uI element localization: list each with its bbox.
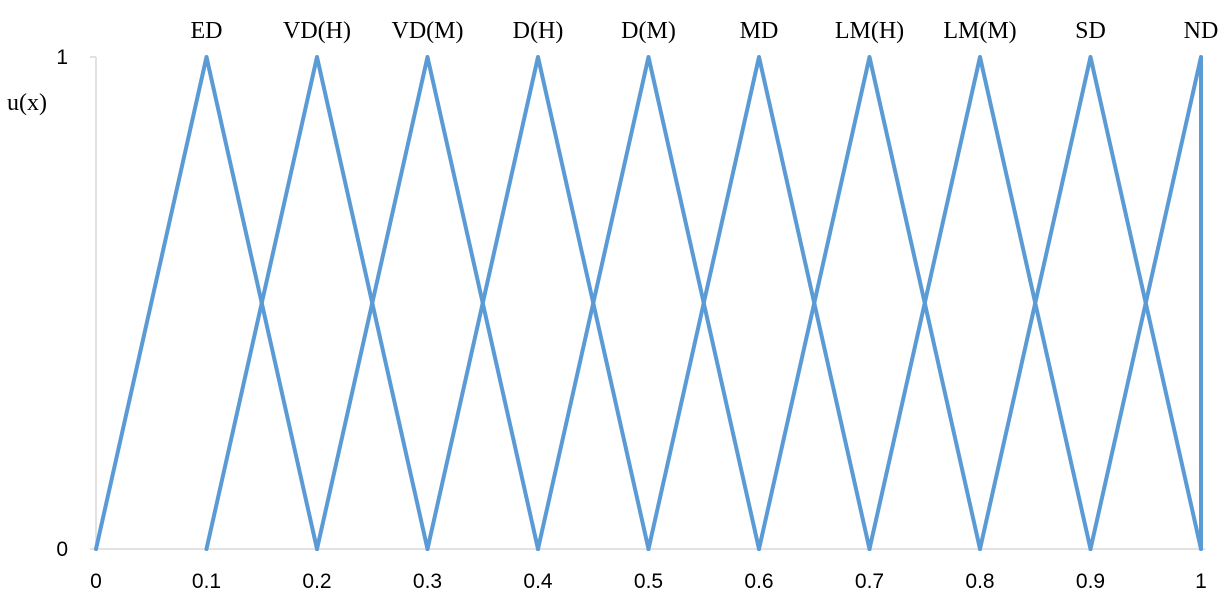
series-label: ND <box>1184 18 1219 44</box>
series-line <box>757 55 982 551</box>
x-tick-label: 0.8 <box>965 570 994 593</box>
x-tick-label: 0.7 <box>855 570 884 593</box>
x-tick-label: 0.4 <box>523 570 553 593</box>
series-line <box>867 55 1093 551</box>
series-line <box>1088 55 1203 551</box>
x-tick-label: 1 <box>1195 570 1207 593</box>
x-tick-label: 0.6 <box>744 570 773 593</box>
series-label: LM(M) <box>943 18 1016 44</box>
series-line <box>425 55 651 551</box>
x-tick-label: 0.5 <box>634 570 663 593</box>
series-label: ED <box>191 18 223 44</box>
x-tick-label: 0.1 <box>192 570 221 593</box>
y-tick-label: 1 <box>56 46 68 69</box>
y-axis-label: u(x) <box>7 90 47 116</box>
series-line <box>94 55 319 551</box>
series-label: MD <box>740 18 779 44</box>
series-line <box>536 55 761 551</box>
series-label: D(M) <box>621 18 676 44</box>
x-tick-label: 0.9 <box>1076 570 1105 593</box>
series-line <box>646 55 872 551</box>
series-labels: ED VD(H) VD(M) D(H) D(M) MD LM(H) LM(M) SD ND <box>191 18 1219 44</box>
x-tick-label: 0 <box>90 570 102 593</box>
series-label: LM(H) <box>835 18 904 44</box>
series-lines <box>94 55 1203 551</box>
series-line <box>204 55 430 551</box>
series-line <box>315 55 540 551</box>
series-line <box>978 55 1203 551</box>
axes: 0 0.1 0.2 0.3 0.4 0.5 0.6 0.7 0.8 0.9 1 0 1 <box>56 46 1207 593</box>
series-label: VD(M) <box>392 18 464 44</box>
series-label: SD <box>1075 18 1106 44</box>
x-tick-label: 0.3 <box>413 570 442 593</box>
y-tick-label: 0 <box>56 538 68 561</box>
series-label: VD(H) <box>283 18 351 44</box>
x-tick-label: 0.2 <box>302 570 331 593</box>
series-label: D(H) <box>513 18 564 44</box>
